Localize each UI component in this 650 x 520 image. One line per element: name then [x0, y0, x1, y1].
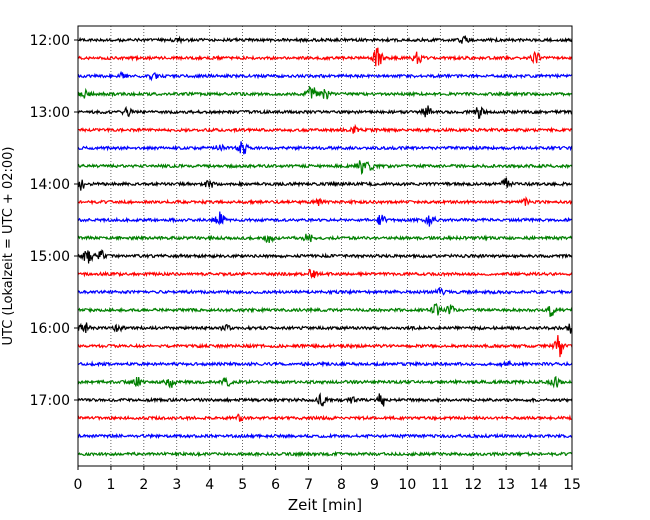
x-tick-label: 12 — [464, 477, 482, 493]
y-axis-ticks: 12:00 13:00 14:00 15:00 16:00 17:00 — [30, 33, 78, 409]
y-tick-label: 13:00 — [30, 105, 70, 121]
y-tick-label: 17:00 — [30, 393, 70, 409]
trace-1300 — [77, 105, 573, 119]
y-tick-label: 12:00 — [30, 33, 70, 49]
trace-1630 — [77, 359, 573, 369]
y-tick-label: 15:00 — [30, 249, 70, 265]
x-tick-label: 7 — [304, 477, 313, 493]
y-axis-label: UTC (Lokalzeit = UTC + 02:00) — [1, 147, 16, 346]
x-tick-label: 0 — [74, 477, 83, 493]
trace-1715 — [77, 413, 573, 422]
trace-1430 — [77, 211, 572, 227]
x-tick-label: 10 — [398, 477, 416, 493]
trace-1200 — [77, 34, 573, 45]
trace-1445 — [77, 233, 573, 244]
x-tick-label: 6 — [271, 477, 280, 493]
trace-1245 — [77, 85, 573, 100]
x-tick-label: 4 — [205, 477, 214, 493]
trace-1230 — [77, 70, 572, 82]
trace-1215 — [77, 47, 573, 67]
x-tick-label: 11 — [431, 477, 449, 493]
x-tick-label: 9 — [370, 477, 379, 493]
x-tick-label: 8 — [337, 477, 346, 493]
trace-1530 — [77, 286, 573, 296]
trace-1400 — [78, 177, 573, 191]
x-tick-label: 15 — [563, 477, 581, 493]
x-tick-label: 14 — [530, 477, 548, 493]
y-tick-label: 16:00 — [30, 321, 70, 337]
x-tick-label: 5 — [238, 477, 247, 493]
plot-frame — [77, 25, 573, 467]
grid-lines — [110, 26, 540, 466]
x-tick-label: 2 — [139, 477, 148, 493]
seismic-traces — [77, 34, 573, 458]
trace-1700 — [77, 392, 573, 407]
x-tick-label: 3 — [172, 477, 181, 493]
trace-1615 — [77, 335, 573, 358]
trace-1345 — [77, 160, 573, 175]
trace-1330 — [77, 141, 573, 155]
x-axis-label: Zeit [min] — [288, 496, 362, 514]
trace-1645 — [77, 375, 573, 389]
trace-1315 — [77, 123, 573, 134]
y-tick-label: 14:00 — [30, 177, 70, 193]
trace-1730 — [77, 432, 573, 440]
x-tick-label: 1 — [106, 477, 115, 493]
trace-1415 — [77, 195, 573, 206]
trace-1515 — [77, 268, 573, 279]
trace-1600 — [77, 322, 573, 334]
trace-1500 — [77, 249, 573, 264]
x-tick-label: 13 — [497, 477, 515, 493]
trace-1745 — [77, 450, 573, 458]
x-axis-ticks: 0 1 2 3 4 5 6 7 8 9 10 11 12 13 14 15 — [74, 466, 581, 493]
trace-1545 — [77, 302, 573, 317]
